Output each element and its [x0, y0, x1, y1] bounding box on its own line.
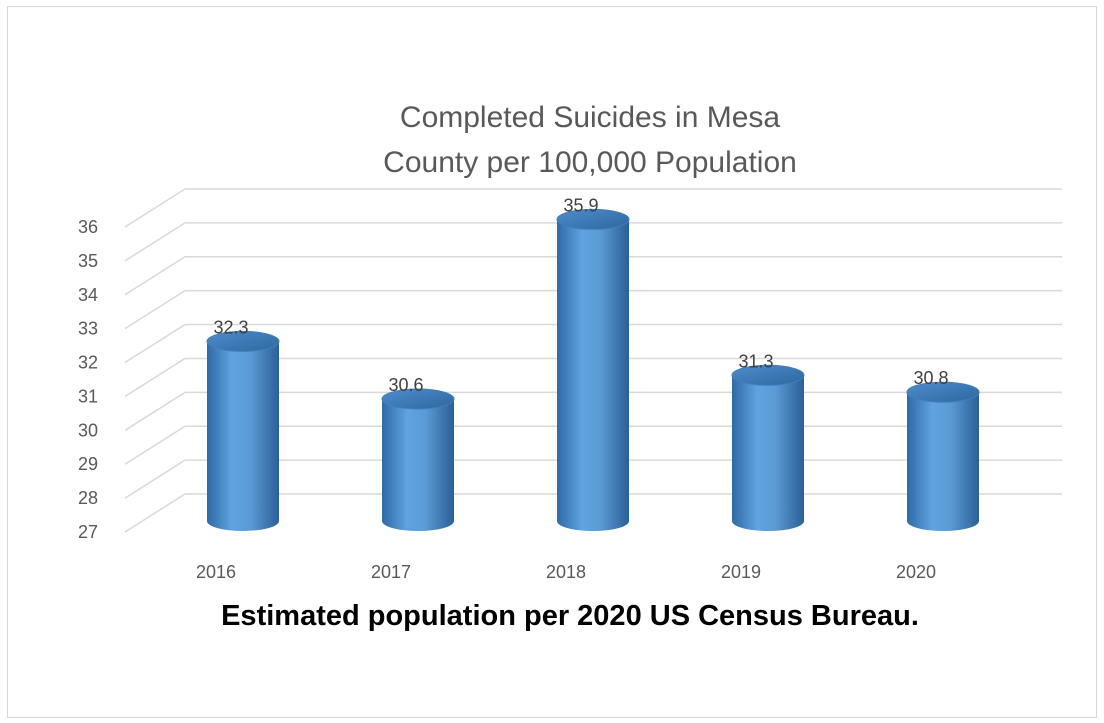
bar-body — [907, 392, 979, 531]
bar-top — [906, 381, 980, 403]
y-tick-label: 29 — [78, 454, 98, 474]
bar-body — [732, 375, 804, 531]
y-tick-label: 30 — [78, 420, 98, 440]
y-tick-label: 27 — [78, 522, 98, 542]
gridline-diagonal — [124, 357, 186, 398]
bar-body — [557, 219, 629, 531]
bar — [381, 388, 455, 531]
y-tick-label: 36 — [78, 217, 98, 237]
x-tick-label: 2019 — [721, 562, 761, 582]
bar — [206, 330, 280, 531]
bar — [906, 381, 980, 531]
chart-caption: Estimated population per 2020 US Census … — [221, 600, 919, 632]
x-tick-label: 2016 — [196, 562, 236, 582]
bar-top — [206, 330, 280, 352]
bar — [731, 364, 805, 531]
chart-frame — [7, 6, 1097, 718]
gridline-diagonal — [124, 188, 186, 228]
gridline-diagonal — [124, 323, 186, 364]
data-label: 30.6 — [388, 375, 423, 395]
gridline-diagonal — [124, 493, 186, 533]
gridline-diagonal — [124, 256, 186, 296]
y-tick-label: 32 — [78, 353, 98, 373]
chart-title-line-2: County per 100,000 Population — [383, 146, 797, 179]
chart-title: Completed Suicides in Mesa County per 10… — [290, 95, 890, 185]
bar-body — [382, 399, 454, 531]
y-tick-label: 31 — [78, 386, 98, 406]
x-axis-ticks: 2016 2017 2018 2019 2020 — [196, 562, 936, 582]
gridline-diagonal — [124, 290, 186, 330]
data-label: 30.8 — [913, 368, 948, 388]
bar-top — [731, 364, 805, 386]
bars — [206, 208, 980, 531]
data-label: 32.3 — [213, 317, 248, 337]
gridline-diagonal — [124, 391, 186, 431]
bar-top — [381, 388, 455, 410]
data-label: 31.3 — [738, 351, 773, 371]
y-tick-label: 33 — [78, 319, 98, 339]
x-tick-label: 2017 — [371, 562, 411, 582]
bar — [556, 208, 630, 531]
x-tick-label: 2018 — [546, 562, 586, 582]
gridline-diagonal — [124, 222, 186, 262]
gridline-diagonal — [124, 459, 186, 499]
data-labels: 32.3 30.6 35.9 31.3 30.8 — [213, 195, 948, 395]
gridline-diagonal — [124, 425, 186, 465]
bar-body — [207, 341, 279, 531]
chart-title-line-1: Completed Suicides in Mesa — [399, 101, 781, 134]
y-tick-label: 34 — [78, 285, 98, 305]
data-label: 35.9 — [563, 195, 598, 215]
bar-top — [556, 208, 630, 230]
y-tick-label: 35 — [78, 251, 98, 271]
x-tick-label: 2020 — [896, 562, 936, 582]
y-tick-label: 28 — [78, 488, 98, 508]
y-axis-ticks: 27 28 29 30 31 32 33 34 35 36 — [78, 217, 98, 542]
